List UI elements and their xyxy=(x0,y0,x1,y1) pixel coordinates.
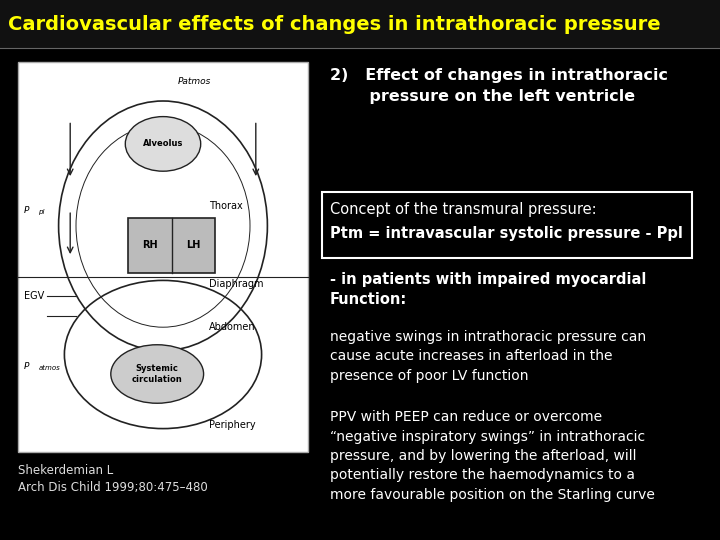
Text: atmos: atmos xyxy=(38,365,60,371)
Text: PPV with PEEP can reduce or overcome
“negative inspiratory swings” in intrathora: PPV with PEEP can reduce or overcome “ne… xyxy=(330,410,655,502)
Text: Ptm = intravascular systolic pressure - Ppl: Ptm = intravascular systolic pressure - … xyxy=(330,226,683,241)
Text: Periphery: Periphery xyxy=(210,420,256,430)
Bar xyxy=(128,218,215,273)
Text: LH: LH xyxy=(186,240,201,251)
Text: P: P xyxy=(24,206,30,215)
Ellipse shape xyxy=(111,345,204,403)
Text: Thorax: Thorax xyxy=(210,201,243,211)
Text: P: P xyxy=(24,362,30,370)
Text: pl: pl xyxy=(38,209,45,215)
Bar xyxy=(322,192,692,258)
Text: Concept of the transmural pressure:: Concept of the transmural pressure: xyxy=(330,202,597,217)
Ellipse shape xyxy=(125,117,201,171)
Text: RH: RH xyxy=(142,240,158,251)
Text: 2)   Effect of changes in intrathoracic
       pressure on the left ventricle: 2) Effect of changes in intrathoracic pr… xyxy=(330,68,668,104)
Text: negative swings in intrathoracic pressure can
cause acute increases in afterload: negative swings in intrathoracic pressur… xyxy=(330,330,646,383)
Text: - in patients with impaired myocardial
Function:: - in patients with impaired myocardial F… xyxy=(330,272,647,307)
Text: Diaphragm: Diaphragm xyxy=(210,279,264,289)
Bar xyxy=(18,62,308,452)
Text: Patmos: Patmos xyxy=(178,77,211,86)
Bar xyxy=(0,0,720,48)
Text: EGV: EGV xyxy=(24,291,44,301)
Text: Alveolus: Alveolus xyxy=(143,139,183,148)
Text: Shekerdemian L
Arch Dis Child 1999;80:475–480: Shekerdemian L Arch Dis Child 1999;80:47… xyxy=(18,464,208,494)
Text: Cardiovascular effects of changes in intrathoracic pressure: Cardiovascular effects of changes in int… xyxy=(8,15,661,33)
Text: Systemic
circulation: Systemic circulation xyxy=(132,364,183,384)
Text: Abdomen: Abdomen xyxy=(210,322,256,332)
